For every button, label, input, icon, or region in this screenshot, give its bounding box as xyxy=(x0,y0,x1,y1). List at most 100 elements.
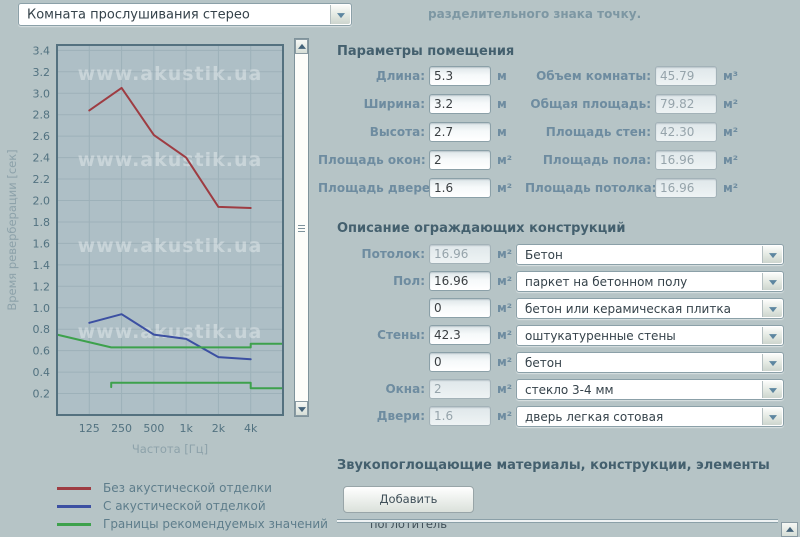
length-input[interactable] xyxy=(429,66,491,86)
floor-material-select[interactable]: паркет на бетонном полу xyxy=(516,271,784,292)
selected-material: дверь легкая сотовая xyxy=(525,409,664,424)
unit-label: м xyxy=(497,125,507,139)
series-no-treatment xyxy=(88,86,252,209)
legend-label: Без акустической отделки xyxy=(103,481,272,495)
windows-area-input[interactable] xyxy=(429,150,491,170)
svg-text:2.2: 2.2 xyxy=(33,173,51,186)
field-label: Окна: xyxy=(385,382,425,396)
section-title-constructions: Описание ограждающих конструкций xyxy=(337,221,626,236)
svg-text:0.8: 0.8 xyxy=(33,323,51,336)
unit-label: м² xyxy=(497,181,513,195)
watermark: www.akustik.ua xyxy=(78,149,263,171)
series-recommended-upper xyxy=(56,333,284,349)
svg-text:2.8: 2.8 xyxy=(33,109,51,122)
windows-area-field xyxy=(429,379,491,399)
section-title-room-params: Параметры помещения xyxy=(337,44,515,59)
chevron-down-icon[interactable] xyxy=(762,327,782,344)
unit-label: м xyxy=(497,97,507,111)
doors-area-field xyxy=(429,406,491,426)
doors-material-select[interactable]: дверь легкая сотовая xyxy=(516,406,784,427)
width-input[interactable] xyxy=(429,94,491,114)
scroll-up-button[interactable] xyxy=(295,39,308,54)
field-label: Длина: xyxy=(375,69,425,83)
add-absorber-button[interactable]: Добавить поглотитель xyxy=(343,486,474,531)
unit-label: м² xyxy=(497,355,513,369)
reverberation-chart: 0.2 0.4 0.6 0.8 1.0 1.2 1.4 1.6 1.8 2.0 2.2 2.4 2.6 2… xyxy=(5,44,284,456)
height-input[interactable] xyxy=(429,122,491,142)
field-label: Площадь пола: xyxy=(542,153,651,167)
y-axis-title: Время реверберации [сек] xyxy=(5,149,19,310)
section-title-absorbers: Звукопоглощающие материалы, конструкции,… xyxy=(337,458,770,473)
chevron-down-icon[interactable] xyxy=(762,273,782,290)
unit-label: м² xyxy=(497,274,513,288)
floor-area-2-input[interactable] xyxy=(429,298,491,318)
watermark: www.akustik.ua xyxy=(78,235,263,257)
walls-material-select[interactable]: оштукатуренные стены xyxy=(516,325,784,346)
unit-label: м² xyxy=(497,153,513,167)
field-label: Площадь окон: xyxy=(318,153,426,167)
unit-label: м² xyxy=(497,328,513,342)
series-with-treatment xyxy=(88,313,252,361)
ceiling-area-field xyxy=(655,178,717,198)
floor-area-field xyxy=(655,150,717,170)
series-recommended-lower xyxy=(110,381,284,390)
field-label: Площадь дверей: xyxy=(318,181,444,195)
chevron-down-icon[interactable] xyxy=(762,246,782,263)
unit-label: м³ xyxy=(723,69,739,83)
field-label: Стены: xyxy=(377,328,425,342)
unit-label: м² xyxy=(723,97,739,111)
list-scroll-up-button[interactable] xyxy=(781,522,798,537)
room-volume-field xyxy=(655,66,717,86)
field-label: Высота: xyxy=(369,125,425,139)
selected-material: бетон xyxy=(525,355,562,370)
legend-label: С акустической отделкой xyxy=(103,499,266,513)
chevron-down-icon[interactable] xyxy=(762,381,782,398)
selected-material: оштукатуренные стены xyxy=(525,328,676,343)
watermark: www.akustik.ua xyxy=(78,321,263,343)
field-label: Общая площадь: xyxy=(530,97,651,111)
unit-label: м² xyxy=(723,125,739,139)
field-label: Площадь стен: xyxy=(545,125,651,139)
windows-material-select[interactable]: стекло 3-4 мм xyxy=(516,379,784,400)
room-preset-select[interactable]: Комната прослушивания стерео xyxy=(18,3,352,26)
svg-text:4k: 4k xyxy=(244,422,258,435)
svg-text:0.4: 0.4 xyxy=(33,366,51,379)
doors-area-input[interactable] xyxy=(429,178,491,198)
walls-material-2-select[interactable]: бетон xyxy=(516,352,784,373)
walls-area-2-input[interactable] xyxy=(429,352,491,372)
chevron-down-icon[interactable] xyxy=(762,354,782,371)
red-line-swatch xyxy=(57,487,91,490)
unit-label: м² xyxy=(497,301,513,315)
field-label: Площадь потолка: xyxy=(525,181,657,195)
svg-text:1.8: 1.8 xyxy=(33,216,51,229)
legend-label: Границы рекомендуемых значений xyxy=(103,517,328,531)
field-label: Объем комнаты: xyxy=(536,69,651,83)
svg-text:1.6: 1.6 xyxy=(33,237,51,250)
svg-text:250: 250 xyxy=(111,422,132,435)
ceiling-material-select[interactable]: Бетон xyxy=(516,244,784,265)
svg-text:1.2: 1.2 xyxy=(33,280,51,293)
walls-area-field xyxy=(655,122,717,142)
floor-material-2-select[interactable]: бетон или керамическая плитка xyxy=(516,298,784,319)
svg-text:1.0: 1.0 xyxy=(33,302,51,315)
chevron-down-icon[interactable] xyxy=(762,300,782,317)
chart-scrollbar[interactable] xyxy=(294,38,309,417)
scroll-down-button[interactable] xyxy=(295,401,308,416)
green-line-swatch xyxy=(57,523,91,526)
field-label: Ширина: xyxy=(363,97,425,111)
svg-text:1k: 1k xyxy=(179,422,193,435)
hint-text: разделительного знака точку. xyxy=(428,7,642,21)
svg-text:1.4: 1.4 xyxy=(33,259,51,272)
ceiling-area-input xyxy=(429,244,491,264)
field-label: Потолок: xyxy=(361,247,425,261)
selected-material: бетон или керамическая плитка xyxy=(525,301,731,316)
chevron-down-icon[interactable] xyxy=(762,408,782,425)
chevron-down-icon[interactable] xyxy=(330,5,350,24)
floor-area-input[interactable] xyxy=(429,271,491,291)
svg-text:0.2: 0.2 xyxy=(33,388,51,401)
unit-label: м² xyxy=(497,382,513,396)
walls-area-input[interactable] xyxy=(429,325,491,345)
unit-label: м² xyxy=(723,153,739,167)
scrollbar-thumb[interactable] xyxy=(298,225,305,233)
